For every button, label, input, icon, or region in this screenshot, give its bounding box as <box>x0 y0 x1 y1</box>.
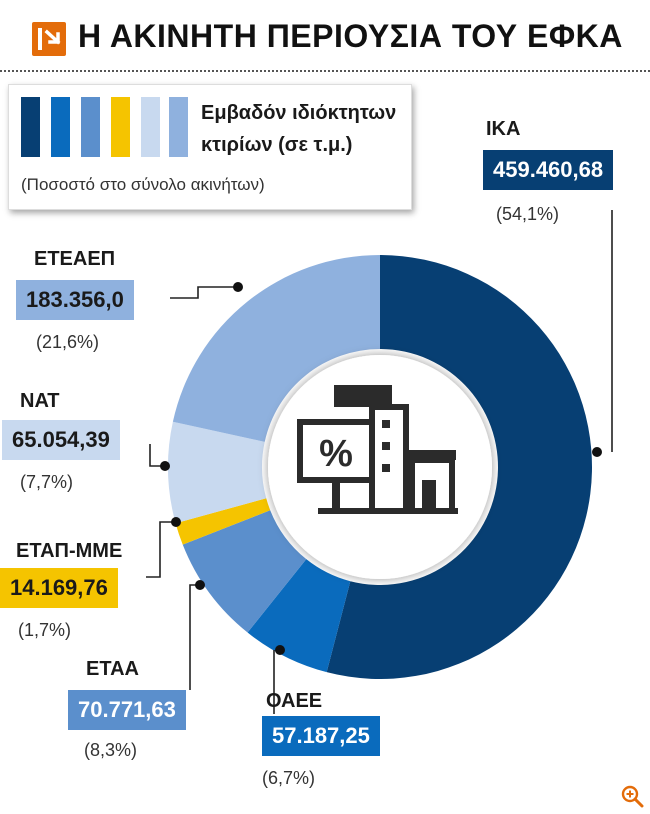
leader-dot-ika <box>592 447 602 457</box>
slice-etaa <box>182 510 307 633</box>
legend-swatch-etaa <box>81 97 100 157</box>
leader-dot-eteaep <box>233 282 243 292</box>
legend-swatch-nat <box>141 97 160 157</box>
leader-dot-etap <box>171 517 181 527</box>
label-pct-oaee: (6,7%) <box>262 768 316 788</box>
svg-text:%: % <box>319 433 353 475</box>
slice-oaee <box>247 559 351 673</box>
slice-eteaep <box>172 255 380 442</box>
label-value-oaee: 57.187,25 <box>262 716 380 756</box>
label-name-etap: ΕΤΑΠ-ΜΜΕ <box>16 540 123 562</box>
legend: Εμβαδόν ιδιόκτητων κτιρίων (σε τ.μ.) (Πο… <box>8 84 412 210</box>
leader-line-eteaep <box>170 286 238 299</box>
legend-swatch-etap <box>111 97 130 157</box>
label-pct-ika: (54,1%) <box>496 204 560 224</box>
header: Η ΑΚΙΝΗΤΗ ΠΕΡΙΟΥΣΙΑ ΤΟΥ ΕΦΚΑ <box>0 0 650 70</box>
label-name-eteaep: ΕΤΕΑΕΠ <box>34 248 116 270</box>
label-value-etap: 14.169,76 <box>0 568 118 608</box>
slice-etap <box>175 498 271 545</box>
leader-dot-etaa <box>195 580 205 590</box>
label-pct-eteaep: (21,6%) <box>36 332 100 352</box>
buildings-percent-icon: % <box>297 385 458 514</box>
label-pct-etap: (1,7%) <box>18 620 72 640</box>
label-value-ika: 459.460,68 <box>483 150 614 190</box>
label-pct-etaa: (8,3%) <box>84 740 138 760</box>
label-name-ika: ΙΚΑ <box>486 118 521 140</box>
label-name-etaa: ΕΤΑΑ <box>86 658 139 680</box>
divider <box>0 70 650 72</box>
legend-swatch-ika <box>21 97 40 157</box>
leader-line-etaa <box>189 584 200 690</box>
legend-note: (Ποσοστό στο σύνολο ακινήτων) <box>21 175 265 194</box>
legend-label: Εμβαδόν ιδιόκτητων κτιρίων (σε τ.μ.) <box>201 102 397 156</box>
zoom-in-icon[interactable] <box>620 784 644 808</box>
leader-dot-oaee <box>275 645 285 655</box>
legend-swatch-eteaep <box>169 97 188 157</box>
label-value-eteaep: 183.356,0 <box>16 280 134 320</box>
page-title: Η ΑΚΙΝΗΤΗ ΠΕΡΙΟΥΣΙΑ ΤΟΥ ΕΦΚΑ <box>78 18 623 54</box>
legend-swatch-oaee <box>51 97 70 157</box>
label-value-nat: 65.054,39 <box>2 420 120 460</box>
label-name-nat: ΝΑΤ <box>20 390 60 412</box>
slice-nat <box>168 421 267 524</box>
label-name-oaee: ΟΑΕΕ <box>266 690 323 712</box>
leader-dot-nat <box>160 461 170 471</box>
leader-line-etap <box>146 521 176 578</box>
label-pct-nat: (7,7%) <box>20 472 74 492</box>
label-value-etaa: 70.771,63 <box>68 690 186 730</box>
donut-center <box>268 355 492 579</box>
slice-ika <box>326 255 593 679</box>
arrow-logo-icon <box>32 22 66 56</box>
